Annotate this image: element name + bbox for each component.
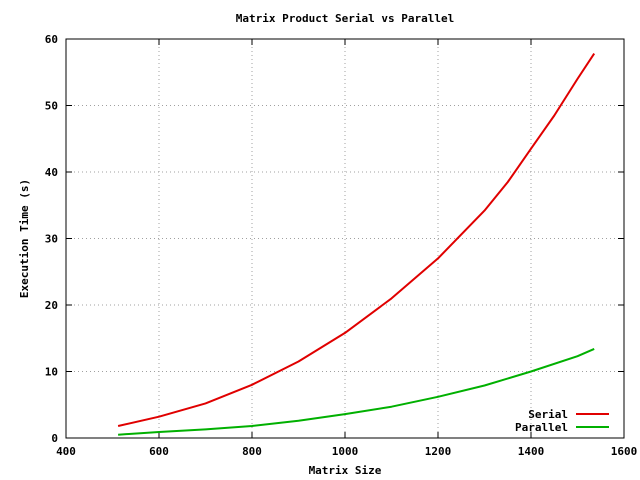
grid [66,39,624,438]
series-line-parallel [118,347,595,436]
x-tick-label: 800 [242,445,262,458]
x-tick-label: 600 [149,445,169,458]
chart-title: Matrix Product Serial vs Parallel [236,12,455,25]
legend-label-parallel: Parallel [515,421,568,434]
y-tick-label: 10 [45,366,58,379]
x-tick-label: 1600 [611,445,638,458]
axis-ticks: 400 600 800 1000 1200 1400 1600 0 10 20 30 40 50 60 [45,33,638,458]
x-tick-label: 1200 [425,445,452,458]
y-tick-label: 20 [45,299,58,312]
y-tick-label: 0 [51,432,58,445]
y-tick-label: 60 [45,33,58,46]
plot-frame [65,38,625,439]
legend-label-serial: Serial [528,408,568,421]
x-tick-label: 1000 [332,445,359,458]
series-lines [117,53,596,436]
y-axis-title: Execution Time (s) [18,179,31,298]
y-tick-label: 40 [45,166,58,179]
x-axis-title: Matrix Size [309,464,382,477]
y-tick-label: 30 [45,233,58,246]
x-tick-label: 400 [56,445,76,458]
series-line-serial [117,53,596,427]
x-tick-label: 1400 [518,445,545,458]
y-tick-label: 50 [45,100,58,113]
